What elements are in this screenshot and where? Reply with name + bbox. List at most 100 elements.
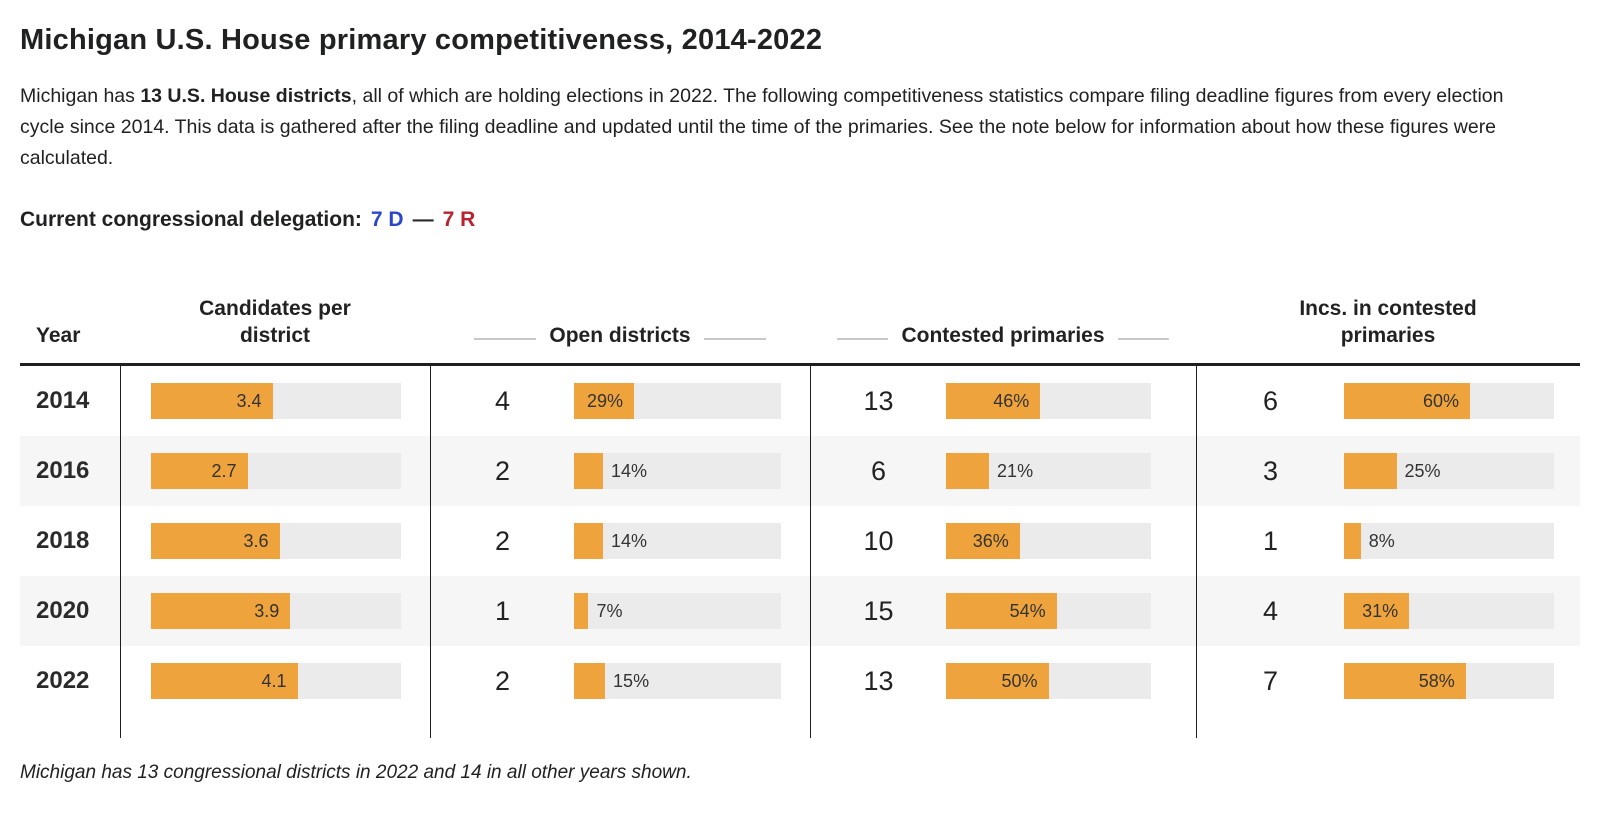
open-districts-count: 2 [494,665,511,696]
incs-contested-primaries-cell: 6 60% [1196,366,1580,436]
incs-contested-primaries-bar-track: 25% [1344,453,1554,489]
year-cell: 2018 [36,527,90,554]
candidates-bar-fill: 4.1 [151,663,298,699]
contested-primaries-bar-label: 50% [1001,671,1038,691]
page: Michigan U.S. House primary competitiven… [20,24,1580,783]
header-open-districts: Open districts [430,323,810,349]
extension-cell [120,716,430,738]
candidates-bar-fill: 3.9 [151,593,291,629]
header-dash-left [837,338,889,340]
incs-contested-primaries-cell: 1 8% [1196,506,1580,576]
open-districts-bar-label: 14% [610,531,647,551]
contested-primaries-bar-fill: 36% [946,523,1020,559]
contested-primaries-bar-label: 46% [993,391,1030,411]
incs-contested-primaries-bar-track: 8% [1344,523,1554,559]
incs-contested-primaries-bar-track: 58% [1344,663,1554,699]
incs-contested-primaries-bar-fill [1344,453,1397,489]
incs-contested-primaries-bar-fill: 58% [1344,663,1466,699]
contested-primaries-bar-fill [946,453,990,489]
contested-primaries-count: 13 [863,665,894,696]
table-row: 2016 2.7 2 14% 6 21% 3 25% [20,436,1580,506]
contested-primaries-count: 15 [863,595,894,626]
open-districts-cell: 2 15% [430,646,810,716]
intro-text-2: , all of which are holding elections in … [20,85,1504,169]
open-districts-cell: 2 14% [430,506,810,576]
incs-contested-primaries-bar-fill: 60% [1344,383,1470,419]
table-row: 2022 4.1 2 15% 13 50% 7 58% [20,646,1580,716]
candidates-bar-track: 4.1 [151,663,401,699]
page-title: Michigan U.S. House primary competitiven… [20,24,823,56]
candidates-bar-label: 3.9 [254,601,280,621]
candidates-bar-fill: 3.6 [151,523,280,559]
competitiveness-table: Year Candidates per district Open distri… [20,284,1580,738]
contested-primaries-bar-track: 21% [946,453,1151,489]
intro-bold-districts: 13 U.S. House districts [140,85,352,107]
open-districts-bar-label: 7% [596,601,623,621]
incs-contested-primaries-cell: 4 31% [1196,576,1580,646]
extension-cell [430,716,810,738]
incs-contested-primaries-bar-track: 31% [1344,593,1554,629]
open-districts-count: 4 [494,385,511,416]
open-districts-bar-fill: 29% [574,383,635,419]
contested-primaries-bar-track: 54% [946,593,1151,629]
incs-contested-primaries-bar-label: 60% [1422,391,1459,411]
open-districts-bar-fill [574,593,589,629]
header-contested-primaries: Contested primaries [810,323,1196,349]
open-districts-count: 2 [494,525,511,556]
incs-contested-primaries-bar-fill: 31% [1344,593,1410,629]
delegation-democrats: 7 D [370,208,404,231]
incs-contested-primaries-count: 1 [1262,525,1279,556]
open-districts-count: 2 [494,455,511,486]
candidates-cell: 3.4 [120,366,430,436]
header-candidates-label: Candidates per district [199,297,351,347]
open-districts-bar-fill [574,663,606,699]
table-row: 2014 3.4 4 29% 13 46% 6 60% [20,366,1580,436]
contested-primaries-bar-fill: 50% [946,663,1049,699]
candidates-bar-label: 2.7 [211,461,237,481]
open-districts-bar-track: 7% [574,593,781,629]
extension-cell [810,716,1196,738]
candidates-bar-track: 2.7 [151,453,401,489]
delegation-republicans: 7 R [442,208,476,231]
contested-primaries-bar-track: 50% [946,663,1151,699]
year-cell: 2014 [36,387,90,414]
incs-contested-primaries-count: 3 [1262,455,1279,486]
open-districts-cell: 2 14% [430,436,810,506]
header-year: Year [20,323,120,349]
header-dash-right [703,338,766,340]
candidates-cell: 4.1 [120,646,430,716]
header-incs-label: Incs. in contested primaries [1299,297,1477,347]
candidates-bar-fill: 2.7 [151,453,248,489]
candidates-bar-track: 3.4 [151,383,401,419]
contested-primaries-count: 10 [863,525,894,556]
open-districts-bar-track: 14% [574,453,781,489]
header-year-label: Year [36,323,81,347]
open-districts-bar-fill [574,453,603,489]
candidates-bar-label: 4.1 [261,671,287,691]
contested-primaries-bar-track: 36% [946,523,1151,559]
header-dash-left [474,338,537,340]
intro-text-1: Michigan has [20,85,141,107]
contested-primaries-cell: 6 21% [810,436,1196,506]
incs-contested-primaries-bar-label: 31% [1362,601,1399,621]
incs-contested-primaries-count: 4 [1262,595,1279,626]
incs-contested-primaries-count: 6 [1262,385,1279,416]
extension-cell [20,716,120,738]
header-incs-contested: Incs. in contested primaries [1196,296,1580,349]
open-districts-bar-label: 29% [586,391,624,411]
open-districts-bar-label: 14% [610,461,647,481]
contested-primaries-count: 13 [863,385,894,416]
incs-contested-primaries-count: 7 [1262,665,1279,696]
intro-paragraph: Michigan has 13 U.S. House districts, al… [20,81,1545,174]
contested-primaries-cell: 13 50% [810,646,1196,716]
incs-contested-primaries-cell: 3 25% [1196,436,1580,506]
table-header-row: Year Candidates per district Open distri… [20,284,1580,366]
contested-primaries-bar-label: 36% [972,531,1009,551]
contested-primaries-bar-label: 21% [997,461,1034,481]
open-districts-bar-track: 15% [574,663,781,699]
contested-primaries-count: 6 [870,455,887,486]
incs-contested-primaries-bar-label: 25% [1404,461,1441,481]
header-dash-right [1117,338,1169,340]
table-row: 2020 3.9 1 7% 15 54% 4 31% [20,576,1580,646]
contested-primaries-bar-fill: 54% [946,593,1057,629]
